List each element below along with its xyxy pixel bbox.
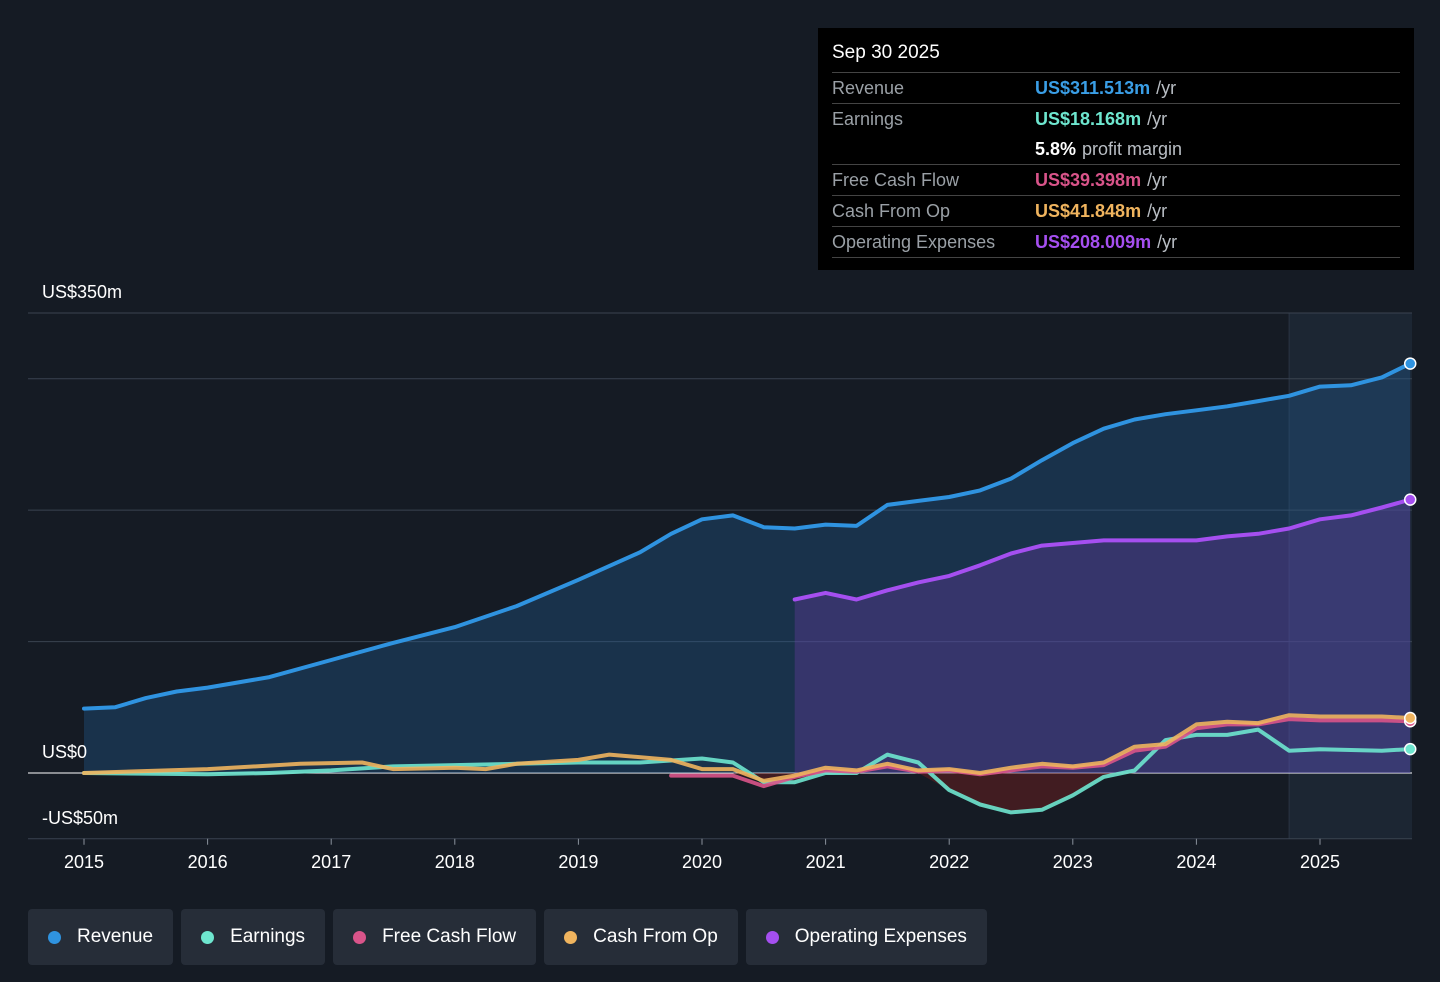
tooltip-label: Cash From Op xyxy=(832,200,951,221)
legend-label: Revenue xyxy=(77,926,154,947)
x-tick-label: 2020 xyxy=(682,852,722,872)
tooltip-unit: /yr xyxy=(1147,169,1168,190)
legend-label: Operating Expenses xyxy=(794,926,967,947)
tooltip-row: Free Cash Flow US$39.398m/yr xyxy=(832,165,1400,196)
cash-from-op-end-marker xyxy=(1403,711,1417,725)
x-tick-label: 2017 xyxy=(311,852,351,872)
tooltip-label: Free Cash Flow xyxy=(832,169,960,190)
tooltip-unit: /yr xyxy=(1147,200,1168,221)
legend: Revenue Earnings Free Cash Flow Cash From O… xyxy=(28,909,987,965)
legend-dot-icon xyxy=(564,930,578,944)
y-label-top: US$350m xyxy=(42,282,123,302)
tooltip-row: Operating Expenses US$208.009m/yr xyxy=(832,227,1400,258)
legend-item-cash-from-op[interactable]: Cash From Op xyxy=(544,909,738,965)
tooltip-unit: /yr xyxy=(1156,77,1177,98)
revenue-area xyxy=(84,363,1411,773)
tooltip-row: Cash From Op US$41.848m/yr xyxy=(832,196,1400,227)
revenue-line xyxy=(82,361,1413,711)
x-tick-label: 2015 xyxy=(64,852,104,872)
tooltip-label: Earnings xyxy=(832,108,904,129)
x-tick-label: 2023 xyxy=(1053,852,1093,872)
earnings-line xyxy=(82,727,1413,815)
x-tick-label: 2025 xyxy=(1300,852,1340,872)
tooltip-value: US$41.848m xyxy=(1035,200,1142,221)
x-tick-label: 2024 xyxy=(1176,852,1216,872)
y-label-bottom: -US$50m xyxy=(42,808,119,828)
tooltip-value: US$311.513m xyxy=(1035,77,1151,98)
tooltip-row: 5.8% profit margin xyxy=(832,134,1400,165)
tooltip-unit: profit margin xyxy=(1082,138,1183,159)
legend-label: Cash From Op xyxy=(593,926,718,947)
tooltip-unit: /yr xyxy=(1157,231,1178,252)
tooltip-value: US$208.009m xyxy=(1035,231,1152,252)
tooltip-label: Operating Expenses xyxy=(832,231,996,252)
cash-from-op-line xyxy=(82,713,1413,783)
operating-expenses-line xyxy=(792,497,1413,602)
earnings-negative-area xyxy=(84,773,1411,813)
x-tick-label: 2019 xyxy=(558,852,598,872)
legend-dot-icon xyxy=(353,930,367,944)
y-label-zero: US$0 xyxy=(42,742,88,762)
legend-item-earnings[interactable]: Earnings xyxy=(181,909,326,965)
legend-dot-icon xyxy=(765,930,779,944)
x-tick-label: 2022 xyxy=(929,852,969,872)
revenue-end-marker xyxy=(1403,357,1417,370)
legend-label: Free Cash Flow xyxy=(382,926,517,947)
legend-item-revenue[interactable]: Revenue xyxy=(28,909,174,965)
tooltip: Sep 30 2025 Revenue US$311.513m/yr Earning… xyxy=(818,28,1414,270)
operating-expenses-end-marker xyxy=(1403,493,1417,506)
tooltip-value: 5.8% xyxy=(1035,138,1077,159)
legend-label: Earnings xyxy=(230,926,306,947)
tooltip-label: Revenue xyxy=(832,77,905,98)
tooltip-row: Revenue US$311.513m/yr xyxy=(832,73,1400,104)
x-tick-label: 2018 xyxy=(435,852,475,872)
legend-dot-icon xyxy=(48,930,61,944)
x-tick-label: 2016 xyxy=(188,852,228,872)
tooltip-unit: /yr xyxy=(1147,108,1168,129)
legend-item-free-cash-flow[interactable]: Free Cash Flow xyxy=(333,909,537,965)
earnings-end-marker xyxy=(1403,742,1417,756)
tooltip-value: US$39.398m xyxy=(1035,169,1142,190)
x-tick-label: 2021 xyxy=(806,852,846,872)
legend-dot-icon xyxy=(201,930,215,944)
tooltip-row: Earnings US$18.168m/yr xyxy=(832,104,1400,134)
operating-expenses-area xyxy=(794,499,1411,773)
tooltip-date: Sep 30 2025 xyxy=(832,42,1400,73)
tooltip-value: US$18.168m xyxy=(1035,108,1142,129)
legend-item-operating-expenses[interactable]: Operating Expenses xyxy=(745,909,987,965)
